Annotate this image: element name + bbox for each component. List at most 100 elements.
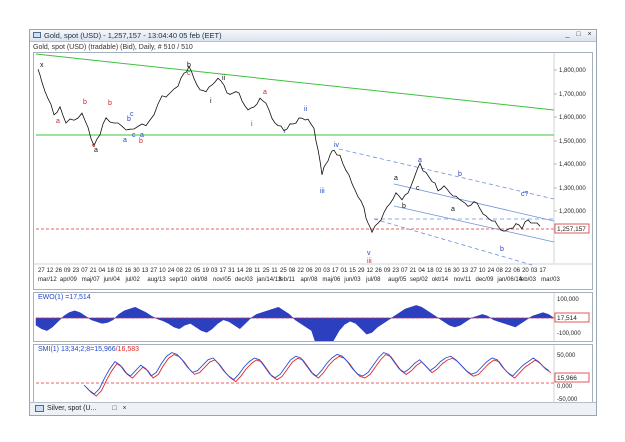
smi-panel[interactable]: SMI(1) 13;34;2;8=15,966/16,583 50,000 15… (33, 344, 593, 404)
x-day-label: 02 (436, 268, 443, 274)
x-month-label: feb/11 (279, 277, 296, 283)
smi-tag-box (554, 372, 590, 383)
x-day-label: 22 (185, 268, 192, 274)
smi-tick-50k: 50,000 (557, 353, 576, 359)
x-month-label: dec/09 (476, 277, 495, 283)
x-day-label: 19 (202, 268, 209, 274)
wave-label-iii-blue: iii (320, 188, 325, 195)
ewo-chart-svg[interactable]: 17,514 100,000 -100,000 (34, 293, 592, 354)
smi-tag-text: 15,966 (557, 375, 577, 382)
wave-label-a-blue-2: a (140, 132, 144, 139)
smi-chart-svg[interactable]: 50,000 15,966 0,000 -50,000 (34, 345, 592, 403)
x-month-label: mar/03 (541, 277, 560, 283)
wave-label-a-blue: a (123, 137, 127, 144)
smi-signal-line-red (85, 354, 552, 397)
x-day-label: 29 (358, 268, 365, 274)
x-day-label: 20 (315, 268, 322, 274)
price-tick-label: 1,200,000 (559, 209, 586, 215)
wave-label-a-black: a (94, 147, 98, 154)
x-day-label: 12 (366, 268, 373, 274)
tab-restore-button[interactable]: □ (112, 405, 117, 412)
wave-label-b-red-3: b (139, 138, 143, 145)
smi-tick-0: 0,000 (557, 384, 573, 390)
x-day-label: 16 (124, 268, 131, 274)
wave-label-b-blue-3: b (500, 246, 504, 253)
x-month-label: feb/03 (519, 277, 536, 283)
wave-label-v-blue: v (367, 250, 371, 257)
x-axis-day-labels: 27 12 26 09 23 07 21 04 18 02 16 30 13 27 10 24 08 22 05 19… (38, 268, 547, 274)
x-day-label: 11 (271, 268, 278, 274)
x-month-label: jun/03 (343, 277, 361, 283)
x-month-label: jul/08 (365, 277, 381, 283)
wave-label-a-blue-3: a (418, 157, 422, 164)
x-day-label: 09 (64, 268, 71, 274)
wave-label-b-top: b (187, 62, 191, 69)
minimize-button[interactable]: _ (565, 31, 570, 38)
wave-label-a-red: a (56, 118, 60, 125)
x-day-label: 21 (410, 268, 417, 274)
x-day-label: 13 (142, 268, 149, 274)
status-bar: Silver, spot (U... □ × (30, 402, 596, 415)
x-day-label: 15 (349, 268, 356, 274)
x-month-label: jun/04 (103, 277, 121, 283)
wave-label-c-black: c (416, 185, 420, 192)
wave-label-b-black: b (402, 203, 406, 210)
x-day-label: 10 (479, 268, 486, 274)
x-day-label: 10 (159, 268, 166, 274)
x-month-label: sep/10 (169, 277, 188, 283)
x-day-label: 23 (392, 268, 399, 274)
wave-labels: x a b c a b b c a c b a b c i ii i a i i… (40, 62, 529, 265)
silver-tab[interactable]: Silver, spot (U... (32, 404, 99, 413)
wave-label-x: x (40, 62, 44, 69)
maximize-button[interactable]: □ (576, 31, 581, 38)
wave-label-a-black-3: a (451, 206, 455, 213)
x-month-label: nov/11 (454, 277, 472, 283)
smi-label-a-text: SMI(1) 13;34;2;8=15,966 (38, 346, 116, 353)
x-day-label: 20 (522, 268, 529, 274)
price-chart-svg[interactable]: 1,800,000 1,700,000 1,600,000 1,500,000 1,40… (34, 53, 592, 289)
blue-channel-inner-upper (393, 183, 555, 222)
x-day-label: 08 (176, 268, 183, 274)
wave-label-i-blue: i (284, 128, 286, 135)
wave-label-b-red: b (83, 99, 87, 106)
ewo-tick-100k: 100,000 (557, 297, 579, 303)
x-day-label: 25 (263, 268, 270, 274)
price-axis-ticks: 1,800,000 1,700,000 1,600,000 1,500,000 1,40… (554, 68, 586, 215)
x-day-label: 03 (323, 268, 330, 274)
chart-window: Gold, spot (USD) - 1,257,157 - 13:04:40 … (29, 29, 597, 416)
silver-tab-label: Silver, spot (U... (47, 405, 97, 412)
green-trendline-upper (35, 53, 555, 111)
x-day-label: 24 (168, 268, 175, 274)
x-month-label: maj/06 (322, 277, 341, 283)
close-button[interactable]: × (587, 31, 592, 38)
wave-label-c-top: c (187, 70, 191, 77)
x-day-label: 27 (150, 268, 157, 274)
x-day-label: 24 (487, 268, 494, 274)
x-day-label: 17 (220, 268, 227, 274)
x-month-label: okt/14 (432, 277, 449, 283)
window-title: Gold, spot (USD) - 1,257,157 - 13:04:40 … (44, 31, 222, 40)
title-bar[interactable]: Gold, spot (USD) - 1,257,157 - 13:04:40 … (30, 30, 596, 42)
x-day-label: 27 (38, 268, 45, 274)
main-price-panel[interactable]: 1,800,000 1,700,000 1,600,000 1,500,000 1,40… (33, 52, 593, 290)
x-day-label: 01 (341, 268, 348, 274)
x-month-label: mar/12 (38, 277, 57, 283)
ewo-panel[interactable]: EWO(1) =17,514 17,514 100,000 -100,000 (33, 292, 593, 354)
x-day-label: 17 (539, 268, 546, 274)
tab-close-button[interactable]: × (122, 405, 127, 412)
x-month-label: apr/08 (301, 277, 319, 283)
smi-label-a: SMI(1) 13;34;2;8=15,966/16,583 (38, 346, 139, 353)
price-tick-label: 1,500,000 (559, 139, 586, 145)
wave-label-i-red: i (251, 121, 253, 128)
x-day-label: 12 (47, 268, 54, 274)
x-month-label: jul/02 (125, 277, 141, 283)
x-day-label: 03 (211, 268, 218, 274)
x-day-label: 30 (453, 268, 460, 274)
wave-label-c-blue: c (130, 111, 134, 118)
x-day-label: 07 (401, 268, 408, 274)
x-month-label: sep/02 (410, 277, 429, 283)
price-tick-label: 1,800,000 (559, 68, 586, 74)
x-day-label: 30 (133, 268, 140, 274)
price-tick-label: 1,400,000 (559, 162, 586, 168)
x-day-label: 22 (297, 268, 304, 274)
